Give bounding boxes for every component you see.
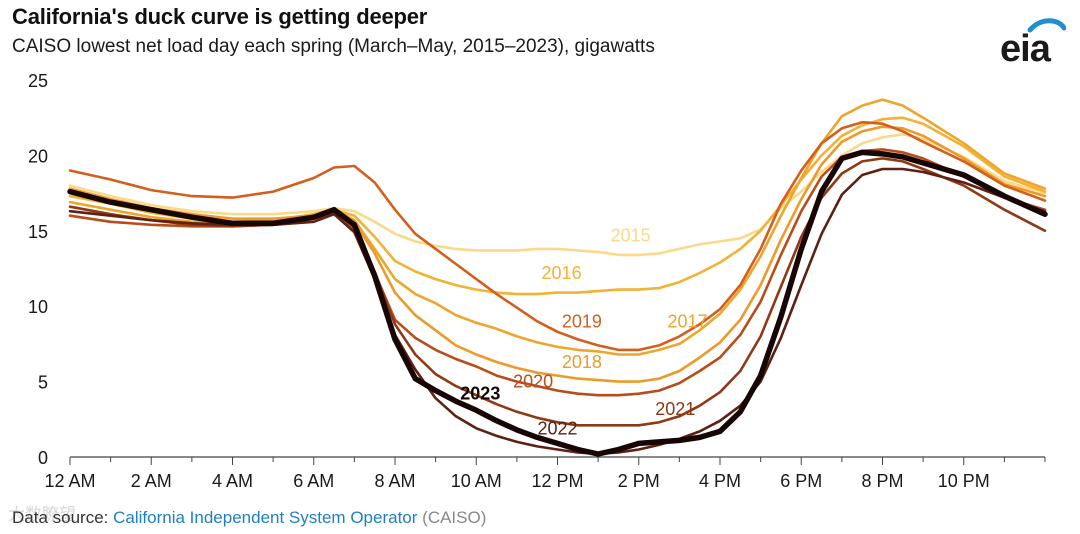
y-tick-label: 15	[28, 222, 48, 242]
source-label: Data source:	[12, 508, 109, 527]
x-tick-label: 8 PM	[861, 471, 903, 491]
eia-logo: eia	[1000, 16, 1066, 70]
series-label-2023: 2023	[460, 384, 500, 404]
y-tick-label: 25	[28, 71, 48, 91]
series-label-2022: 2022	[537, 418, 577, 438]
x-tick-label: 4 AM	[212, 471, 253, 491]
x-tick-label: 10 AM	[451, 471, 502, 491]
eia-logo-text: eia	[1000, 28, 1051, 70]
series-label-2019: 2019	[562, 311, 602, 331]
x-tick-label: 6 PM	[780, 471, 822, 491]
series-line-2015	[68, 133, 1047, 257]
series-line-2019	[68, 120, 1047, 352]
chart-title: California's duck curve is getting deepe…	[12, 4, 428, 29]
series-label-2015: 2015	[611, 225, 651, 245]
watermark: 大数瞭望	[8, 505, 76, 524]
series-label-2021: 2021	[655, 399, 695, 419]
series-line-2023	[67, 149, 1048, 457]
y-tick-label: 20	[28, 146, 48, 166]
source-abbr: (CAISO)	[422, 508, 487, 527]
y-tick-label: 0	[38, 448, 48, 468]
x-tick-label: 2 AM	[131, 471, 172, 491]
x-tick-label: 8 AM	[374, 471, 415, 491]
x-tick-label: 2 PM	[618, 471, 660, 491]
eia-logo-arc-icon	[1027, 18, 1066, 33]
y-tick-label: 5	[38, 373, 48, 393]
chart-plot-area	[67, 98, 1048, 457]
x-tick-label: 10 PM	[938, 471, 990, 491]
series-line-2018	[68, 125, 1047, 383]
x-tick-label: 12 PM	[531, 471, 583, 491]
series-label-2017: 2017	[667, 311, 707, 331]
series-label-2018: 2018	[562, 352, 602, 372]
x-tick-label: 6 AM	[293, 471, 334, 491]
data-source: Data source: California Independent Syst…	[12, 508, 486, 528]
series-label-2016: 2016	[542, 263, 582, 283]
series-label-2020: 2020	[513, 372, 553, 392]
x-tick-label: 4 PM	[699, 471, 741, 491]
chart-subtitle: CAISO lowest net load day each spring (M…	[12, 36, 655, 57]
chart-series-labels: 2015 2016 2017 2018 2019 2020 2021 2022 2023	[460, 225, 707, 438]
source-link[interactable]: California Independent System Operator	[113, 508, 418, 527]
x-tick-label: 12 AM	[44, 471, 95, 491]
y-tick-label: 10	[28, 297, 48, 317]
chart-axes: 0 5 10 15 20 25 12 AM 2 AM 4 AM 6 AM 8 AM 10 AM 12 P…	[28, 71, 1046, 491]
